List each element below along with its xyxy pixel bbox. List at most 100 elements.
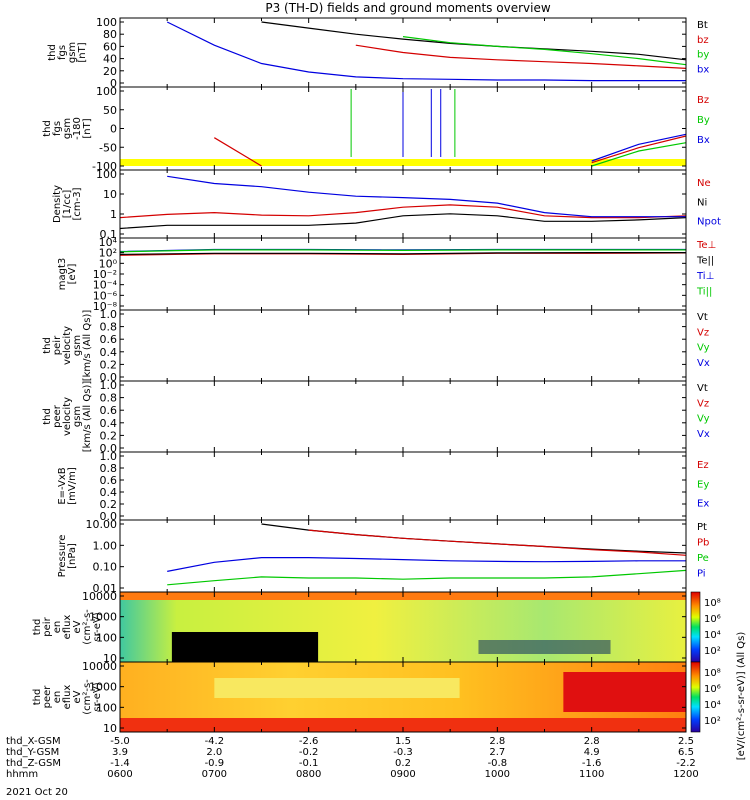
y-tick-label: 1.00: [93, 539, 118, 552]
y-axis-label: [km/s (All Qs)]: [82, 381, 93, 453]
time-axis-tick-label: 0800: [296, 769, 321, 780]
y-tick-label: 80: [103, 28, 117, 41]
y-axis-label: [1/cc]: [62, 190, 73, 219]
time-axis-value: 4.9: [584, 747, 600, 758]
y-tick-label: 10⁻⁶: [93, 289, 118, 302]
y-tick-label: 0.0: [100, 442, 118, 455]
legend-te||: Te||: [696, 256, 714, 267]
series-fgs-clip-by: [591, 142, 687, 167]
time-axis-value: -2.2: [676, 758, 696, 769]
time-axis: thd_X-GSM -5.0 -4.2 -2.6 1.5 2.8 2.8 2.5 thd_Y-G…: [6, 736, 699, 780]
series-fgs-bt: [261, 21, 687, 61]
y-axis-label: Density: [52, 185, 63, 223]
y-axis-label: [eV]: [67, 264, 78, 285]
legend-ti⊥: Ti⊥: [696, 271, 714, 282]
y-axis-label: thd: [32, 689, 43, 706]
y-tick-label: 0: [110, 123, 117, 136]
legend-vz: Vz: [697, 327, 709, 338]
y-tick-label: 1: [110, 208, 117, 221]
y-axis-label: thd: [32, 619, 43, 636]
legend-vt: Vt: [697, 383, 708, 394]
time-axis-value: -1.6: [582, 758, 602, 769]
y-tick-label: 10⁻⁸: [93, 300, 118, 313]
panel-frame: [119, 309, 687, 382]
panel-frame: [119, 451, 687, 521]
colorbar-tick-label: 10⁴: [704, 630, 721, 641]
panel-ele-spec: 10000 1000 100 10 thd peer en eflux eV (cm²-s-sr-…: [32, 660, 721, 735]
y-tick-label: 10000: [82, 590, 117, 603]
panel-frame: [119, 237, 687, 311]
y-axis-label: velocity: [62, 397, 73, 436]
time-axis-value: 2.0: [206, 747, 222, 758]
time-axis-value: 2.7: [489, 747, 505, 758]
colorbar-ion-scale: [690, 591, 701, 663]
time-axis-value: -4.2: [205, 736, 225, 747]
legend-vy: Vy: [697, 414, 710, 425]
y-tick-label: 1000: [89, 611, 117, 624]
series-fgs-clip-bx: [591, 133, 687, 162]
y-axis-label: magt3: [57, 258, 68, 291]
series-fgs-clip-bz: [213, 135, 687, 167]
time-axis-row-label: hhmm: [6, 769, 38, 780]
y-axis-label: velocity: [62, 326, 73, 365]
y-axis-label: gsm: [62, 118, 73, 139]
series-fgs-bx: [166, 21, 686, 82]
legend-ti||: Ti||: [696, 287, 712, 298]
colorbar-label: [eV/(cm²-s-sr-eV)] (All Qs): [736, 632, 747, 761]
y-tick-label: 0.4: [100, 417, 118, 430]
y-tick-label: 0.2: [100, 429, 118, 442]
series-density-npot: [167, 175, 686, 218]
legend-vt: Vt: [697, 312, 708, 323]
legend-by: By: [697, 115, 710, 126]
legend-vz: Vz: [697, 398, 709, 409]
y-axis-label: peer: [52, 404, 63, 428]
time-axis-row-label: thd_X-GSM: [6, 736, 61, 747]
y-tick-label: 0.6: [100, 404, 118, 417]
time-axis-tick-label: 1000: [485, 769, 510, 780]
legend-ey: Ey: [697, 479, 709, 490]
y-axis-label: Pressure: [57, 535, 68, 578]
y-tick-label: 1.0: [100, 379, 118, 392]
series-temp-te||: [119, 252, 686, 255]
time-axis-value: 1.5: [395, 736, 411, 747]
legend-bz: bz: [697, 35, 709, 46]
colorbar-tick-label: 10⁶: [704, 684, 721, 695]
series-density-ne: [119, 204, 687, 219]
electron-spectrogram-mid: [214, 678, 460, 698]
y-tick-label: 0.10: [93, 561, 118, 574]
series-pressure-pt: [261, 523, 687, 554]
y-tick-label: 100: [96, 701, 117, 714]
y-tick-label: 0: [110, 77, 117, 90]
y-axis-label: [nT]: [82, 118, 93, 138]
y-axis-label: sr-eV): [92, 682, 103, 711]
legend-te⊥: Te⊥: [696, 240, 716, 251]
y-axis-label: E=-VxB: [57, 467, 68, 504]
y-axis-label: [nT]: [77, 42, 88, 62]
colorbar-tick-label: 10⁴: [704, 700, 721, 711]
y-tick-label: 10⁻²: [93, 268, 117, 281]
electron-spectrogram-high: [563, 672, 686, 712]
y-axis-label: peir: [42, 616, 53, 636]
colorbar-tick-label: 10²: [704, 646, 721, 657]
legend-bz: Bz: [697, 95, 709, 106]
series-temp-ti||: [119, 249, 686, 253]
y-tick-label: 10⁰: [99, 257, 118, 270]
y-tick-label: 1000: [89, 681, 117, 694]
fgs-clip-band: [120, 159, 686, 166]
y-tick-label: 10⁻⁴: [93, 279, 118, 292]
series-pressure-pe: [167, 569, 687, 586]
y-axis-label: en: [52, 691, 63, 704]
y-axis-label: [cm-3]: [72, 187, 83, 220]
y-axis-label: fgs: [52, 121, 63, 136]
y-tick-label: 0.4: [100, 346, 118, 359]
series-fgs-bz: [355, 44, 687, 69]
legend-vx: Vx: [697, 429, 710, 440]
legend-pb: Pb: [697, 538, 709, 549]
y-axis-label: thd: [42, 408, 53, 425]
y-tick-label: 60: [103, 40, 117, 53]
y-tick-label: 1.0: [100, 308, 118, 321]
ion-spectrogram-gap: [171, 632, 319, 662]
time-axis-tick-label: 0900: [390, 769, 415, 780]
